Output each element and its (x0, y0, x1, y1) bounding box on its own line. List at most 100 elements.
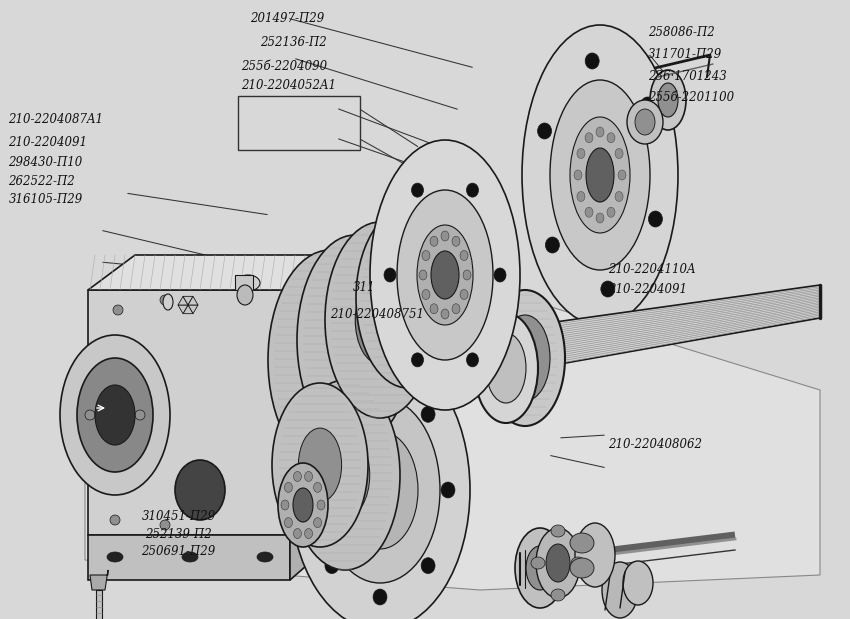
Polygon shape (290, 255, 330, 535)
Ellipse shape (635, 109, 655, 135)
Ellipse shape (182, 552, 198, 562)
Ellipse shape (95, 385, 135, 445)
Ellipse shape (602, 562, 638, 618)
Ellipse shape (460, 251, 468, 261)
Ellipse shape (574, 170, 582, 180)
Ellipse shape (85, 410, 95, 420)
Ellipse shape (135, 410, 145, 420)
Text: 310451-П29: 310451-П29 (141, 510, 216, 524)
Ellipse shape (596, 213, 604, 223)
Ellipse shape (272, 383, 368, 547)
Text: 258086-П2: 258086-П2 (648, 26, 715, 40)
Ellipse shape (623, 561, 653, 605)
Ellipse shape (60, 335, 170, 495)
Ellipse shape (463, 270, 471, 280)
Text: 311: 311 (353, 281, 375, 295)
Ellipse shape (460, 290, 468, 300)
Text: 252136-П2: 252136-П2 (260, 35, 326, 49)
Text: 252139-П2: 252139-П2 (145, 527, 212, 541)
Ellipse shape (515, 528, 565, 608)
Ellipse shape (397, 190, 493, 360)
Ellipse shape (577, 191, 585, 202)
Text: 255б-2204090: 255б-2204090 (241, 60, 326, 74)
Ellipse shape (575, 523, 615, 587)
Ellipse shape (585, 132, 593, 143)
Ellipse shape (373, 375, 387, 391)
Ellipse shape (570, 558, 594, 578)
Ellipse shape (163, 294, 173, 310)
Polygon shape (178, 297, 188, 305)
Ellipse shape (417, 225, 473, 325)
Ellipse shape (268, 250, 392, 470)
Ellipse shape (370, 140, 520, 410)
Ellipse shape (551, 525, 565, 537)
Ellipse shape (546, 544, 570, 582)
Ellipse shape (285, 517, 292, 527)
Bar (235, 275, 253, 290)
Ellipse shape (485, 290, 565, 426)
Ellipse shape (571, 557, 585, 569)
Ellipse shape (320, 397, 440, 583)
Ellipse shape (641, 97, 654, 113)
Ellipse shape (607, 207, 615, 217)
Ellipse shape (325, 222, 435, 418)
Ellipse shape (570, 533, 594, 553)
Polygon shape (183, 297, 193, 305)
Ellipse shape (474, 313, 538, 423)
Ellipse shape (175, 460, 225, 520)
Polygon shape (188, 297, 198, 305)
Ellipse shape (422, 251, 430, 261)
Ellipse shape (467, 183, 479, 197)
Ellipse shape (607, 132, 615, 143)
Ellipse shape (355, 276, 405, 364)
Ellipse shape (596, 127, 604, 137)
Ellipse shape (650, 70, 686, 130)
Ellipse shape (373, 589, 387, 605)
Ellipse shape (536, 528, 580, 598)
Ellipse shape (467, 353, 479, 367)
Polygon shape (88, 290, 290, 535)
Polygon shape (498, 325, 560, 380)
Ellipse shape (441, 482, 455, 498)
Ellipse shape (113, 305, 123, 315)
Ellipse shape (302, 311, 358, 410)
Ellipse shape (293, 472, 302, 482)
Bar (96, 590, 102, 619)
Ellipse shape (237, 285, 253, 305)
Text: 210-2204052A1: 210-2204052A1 (241, 79, 336, 92)
Text: 262522-П2: 262522-П2 (8, 175, 76, 188)
Ellipse shape (290, 350, 470, 619)
Ellipse shape (107, 552, 123, 562)
Ellipse shape (537, 123, 552, 139)
Ellipse shape (546, 237, 559, 253)
Ellipse shape (314, 517, 321, 527)
Ellipse shape (570, 117, 630, 233)
Ellipse shape (618, 170, 626, 180)
Ellipse shape (431, 251, 459, 299)
Ellipse shape (577, 149, 585, 158)
Ellipse shape (494, 268, 506, 282)
Ellipse shape (304, 529, 313, 539)
Ellipse shape (293, 529, 302, 539)
Ellipse shape (421, 558, 435, 574)
Ellipse shape (285, 482, 292, 492)
Ellipse shape (452, 236, 460, 246)
Ellipse shape (430, 236, 438, 246)
Ellipse shape (421, 406, 435, 422)
Ellipse shape (627, 100, 663, 144)
Ellipse shape (615, 149, 623, 158)
Ellipse shape (290, 380, 400, 570)
Polygon shape (88, 535, 290, 580)
Ellipse shape (550, 80, 650, 270)
Ellipse shape (452, 304, 460, 314)
Ellipse shape (236, 275, 260, 291)
Ellipse shape (522, 25, 678, 325)
Ellipse shape (160, 295, 170, 305)
Ellipse shape (325, 406, 339, 422)
Polygon shape (188, 305, 198, 314)
Ellipse shape (314, 482, 321, 492)
Ellipse shape (531, 557, 545, 569)
Polygon shape (88, 255, 330, 290)
Ellipse shape (615, 191, 623, 202)
Text: 250691-П29: 250691-П29 (141, 545, 216, 558)
